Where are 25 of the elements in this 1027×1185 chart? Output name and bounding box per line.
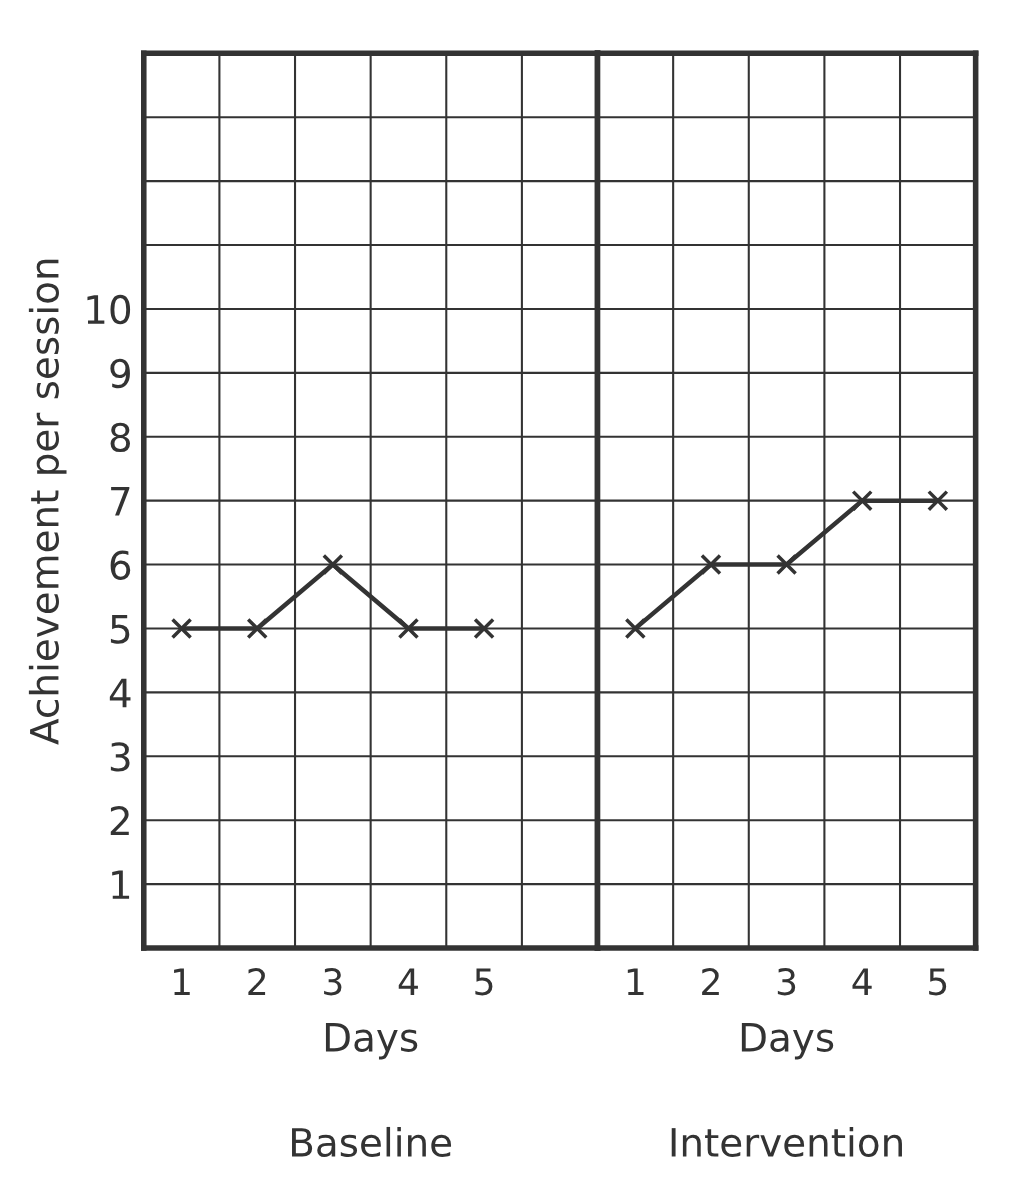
x-tick-label: 5 <box>475 968 493 996</box>
x-tick-label: 1 <box>174 968 190 995</box>
y-tick-label: 4 <box>109 678 131 708</box>
y-axis-title: Achievement per session <box>28 259 67 745</box>
x-tick-label: 5 <box>929 968 947 996</box>
x-axis-title: Days <box>741 1023 834 1060</box>
y-tick-label: 5 <box>110 614 130 644</box>
y-tick-label: 10 <box>87 294 131 325</box>
y-tick-label: 7 <box>111 487 130 516</box>
y-tick-label: 9 <box>110 358 130 389</box>
text: Intervention <box>671 1126 902 1158</box>
x-tick-label: 4 <box>852 968 872 995</box>
x-tick-label: 2 <box>248 968 266 995</box>
x-tick-label: 4 <box>398 968 418 995</box>
x-tick-label: 2 <box>702 968 719 995</box>
x-tick-label: 3 <box>777 968 796 996</box>
text: Baseline <box>292 1126 452 1158</box>
y-tick-label: 1 <box>112 870 130 899</box>
y-tick-label: 2 <box>110 806 129 835</box>
y-tick-label: 3 <box>110 742 130 772</box>
x-tick-label: 1 <box>627 968 644 995</box>
y-tick-label: 6 <box>110 550 131 580</box>
x-tick-label: 3 <box>324 968 342 996</box>
x-axis-title: Days <box>325 1023 418 1060</box>
y-tick-label: 8 <box>110 422 131 453</box>
